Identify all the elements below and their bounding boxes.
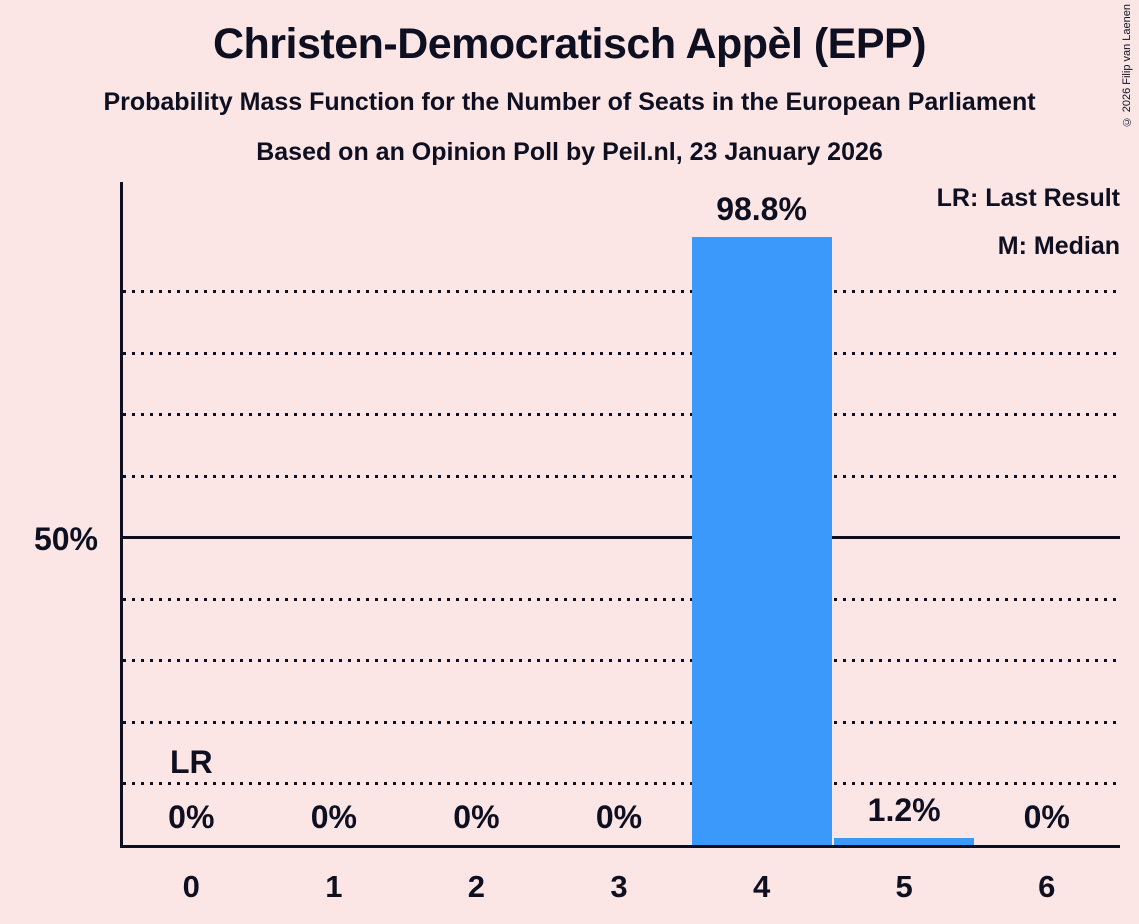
gridline-10pct — [123, 782, 1120, 785]
gridline-80pct — [123, 351, 1120, 355]
gridline-20pct — [123, 720, 1120, 724]
copyright-notice: © 2026 Filip van Laenen — [1121, 4, 1133, 128]
gridline-90pct — [123, 290, 1120, 293]
bar-value-label-5: 1.2% — [867, 791, 941, 828]
legend-last-result: LR: Last Result — [936, 184, 1120, 212]
last-result-marker: LR — [169, 744, 213, 780]
bar-value-label-2: 0% — [453, 799, 500, 835]
x-tick-label-6: 6 — [1038, 869, 1056, 904]
bar-value-label-1: 0% — [310, 799, 357, 835]
chart-source-line: Based on an Opinion Poll by Peil.nl, 23 … — [256, 138, 883, 166]
chart-subtitle: Probability Mass Function for the Number… — [103, 88, 1036, 116]
legend-median: M: Median — [997, 232, 1120, 260]
bar-value-label-3: 0% — [595, 799, 643, 835]
gridline-30pct — [123, 659, 1120, 662]
gridline-60pct — [123, 474, 1120, 478]
page-title: Christen-Democratisch Appèl (EPP) — [212, 20, 927, 68]
x-tick-label-3: 3 — [610, 869, 628, 904]
chart-legend: LR: Last Result M: Median — [937, 182, 1120, 278]
gridline-40pct — [123, 597, 1120, 601]
bar-value-label-6: 0% — [1023, 799, 1070, 835]
x-tick-label-5: 5 — [895, 869, 913, 904]
x-tick-label-1: 1 — [325, 869, 343, 904]
bar-value-label-4: 98.8% — [716, 191, 807, 228]
y-axis-50pct-label: 50% — [33, 521, 98, 557]
gridline-50pct — [123, 536, 1120, 539]
bar-seats-4 — [691, 237, 832, 845]
gridline-70pct — [123, 413, 1120, 416]
bar-value-label-0: 0% — [168, 799, 215, 835]
x-axis-line — [120, 845, 1120, 848]
x-tick-label-0: 0 — [182, 869, 200, 904]
x-tick-label-4: 4 — [752, 869, 771, 904]
x-tick-label-2: 2 — [467, 869, 486, 904]
bar-seats-5 — [834, 837, 975, 845]
y-axis-line — [120, 182, 123, 848]
